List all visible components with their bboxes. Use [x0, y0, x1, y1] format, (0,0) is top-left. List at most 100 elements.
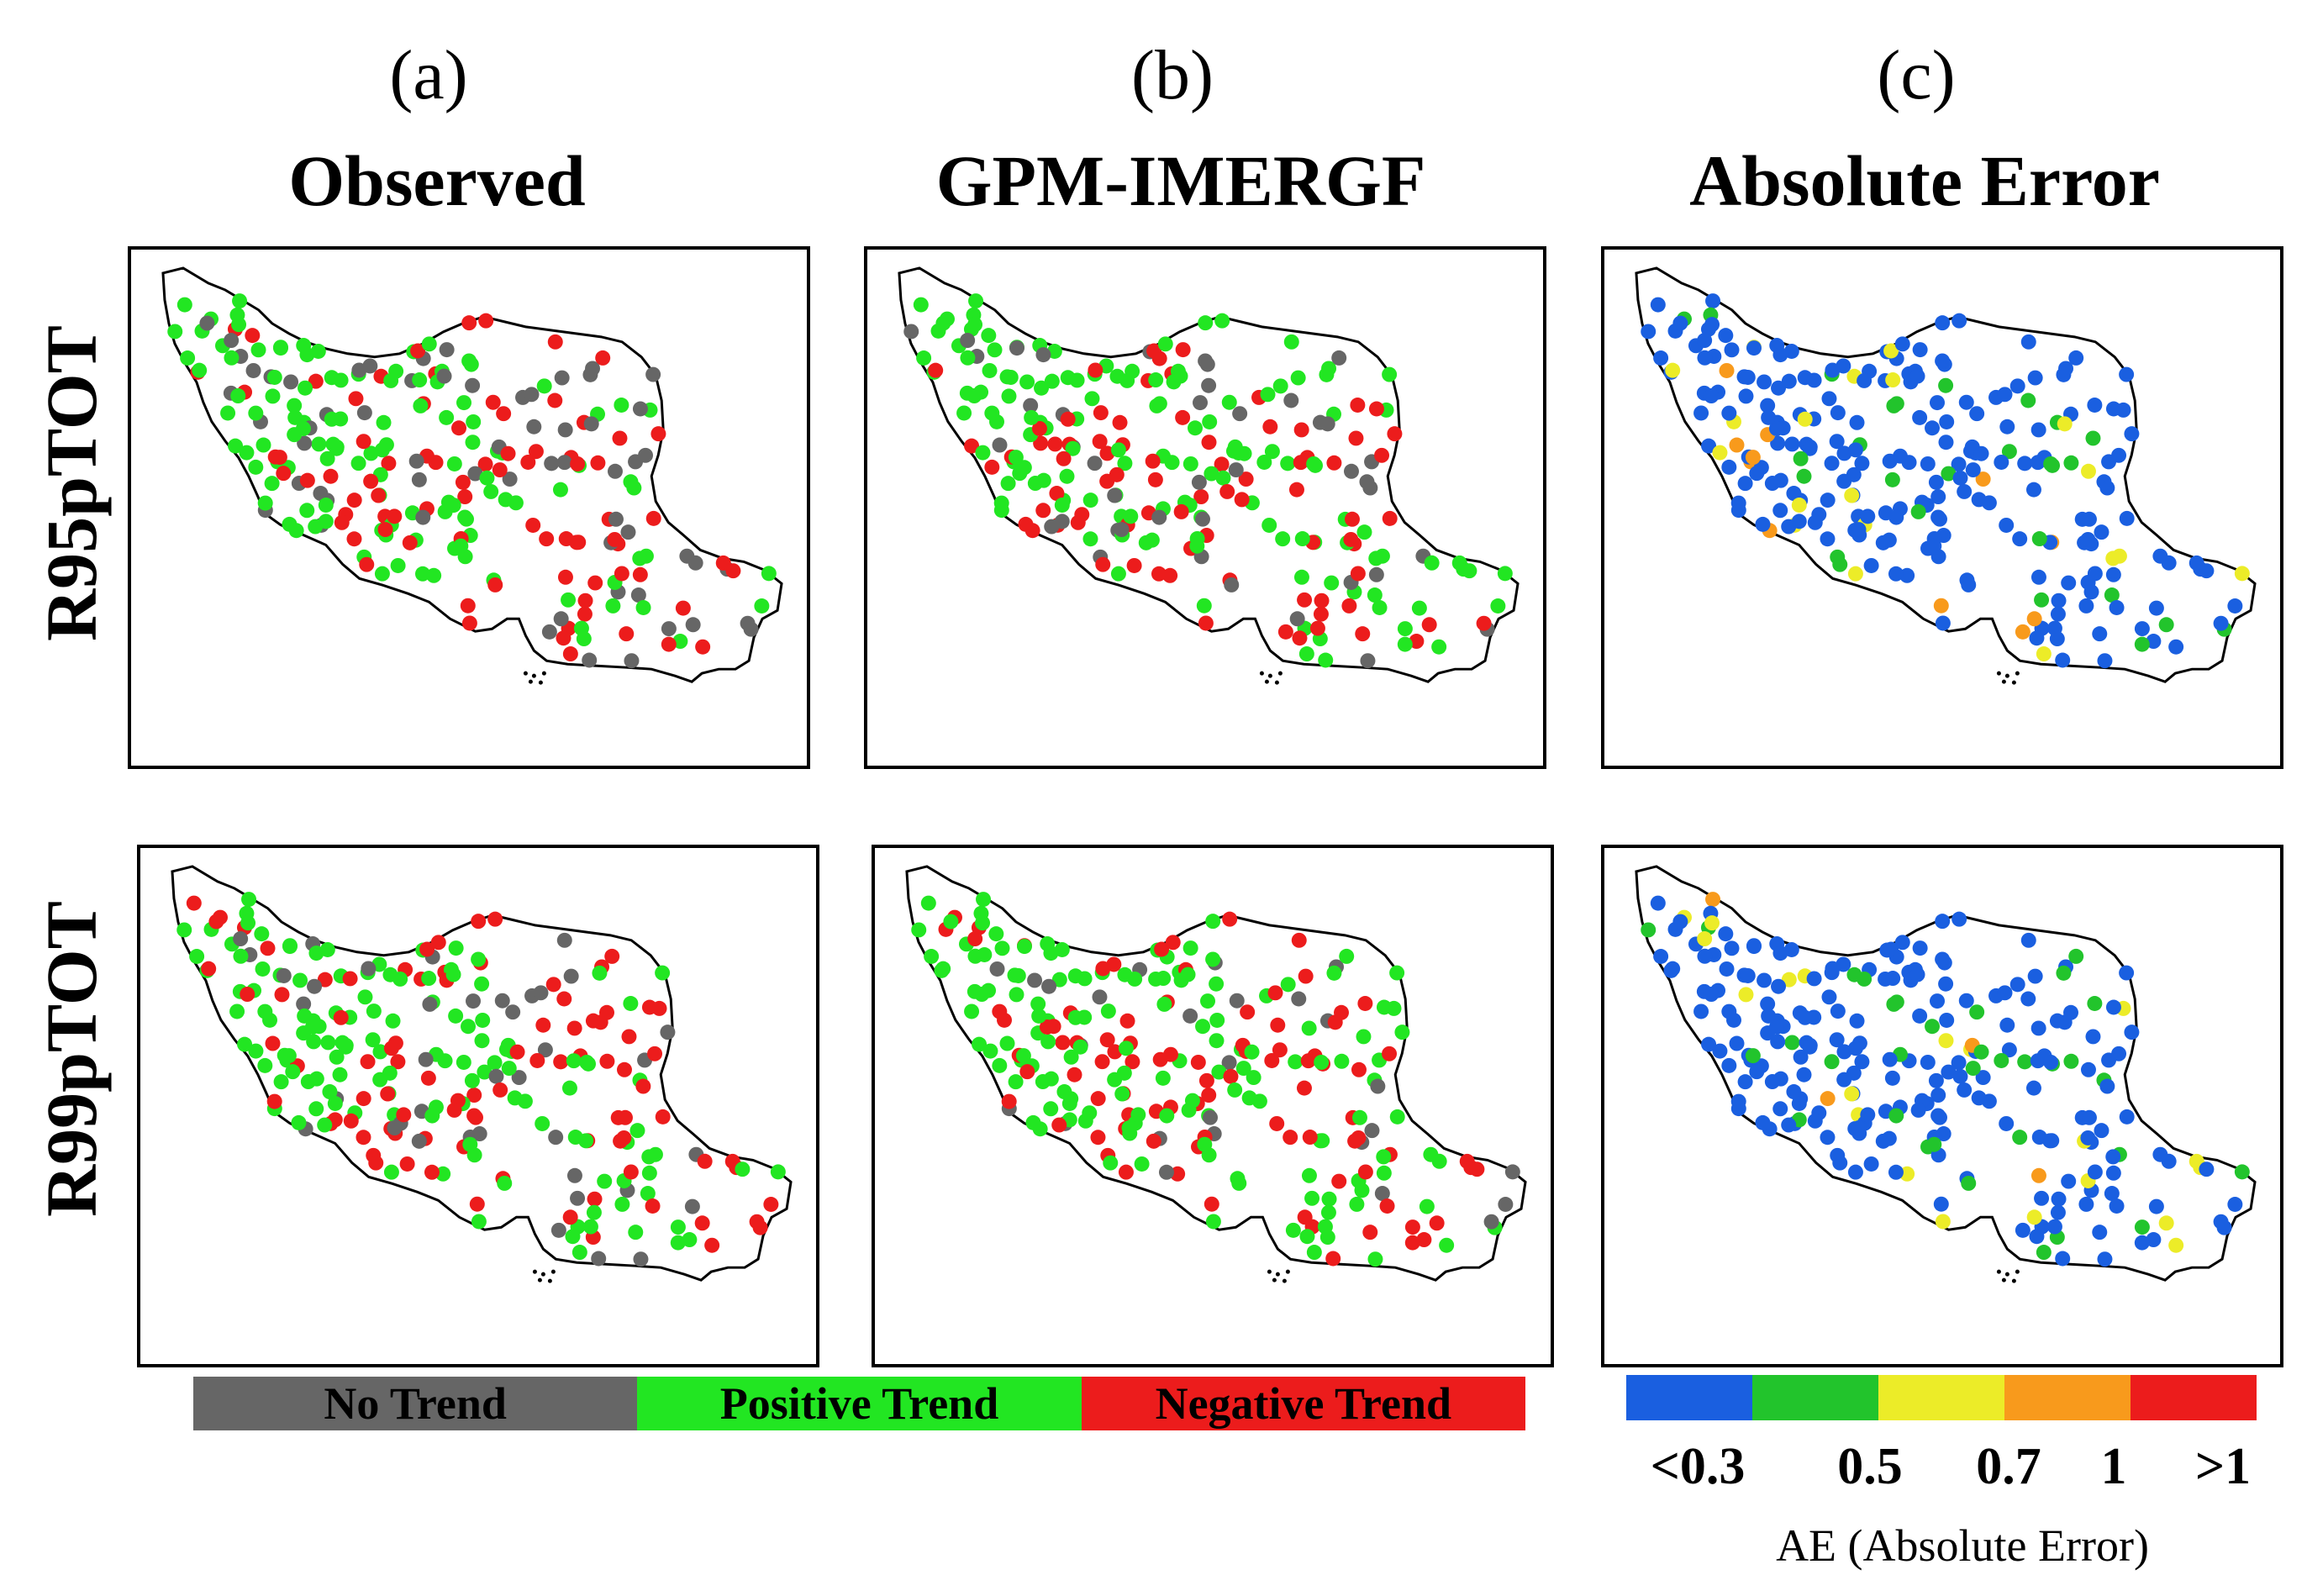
station-marker — [570, 456, 586, 471]
station-marker — [935, 315, 951, 331]
island-mark — [1285, 1269, 1290, 1274]
station-marker — [248, 459, 264, 475]
station-marker — [1926, 538, 1942, 554]
station-marker — [2099, 480, 2115, 496]
station-marker — [1830, 405, 1846, 421]
station-marker — [1847, 1164, 1863, 1180]
station-marker — [628, 1225, 644, 1240]
station-marker — [1033, 435, 1049, 451]
station-marker — [1411, 600, 1427, 616]
station-marker — [593, 1014, 608, 1030]
station-marker — [509, 1044, 525, 1060]
station-marker — [1191, 474, 1207, 490]
station-marker — [1190, 1054, 1206, 1070]
station-marker — [487, 577, 503, 593]
station-marker — [1175, 342, 1191, 358]
station-marker — [735, 1161, 751, 1177]
legend-positive-trend-label: Positive Trend — [719, 1378, 999, 1429]
station-marker — [2111, 1046, 2127, 1061]
station-marker — [479, 470, 495, 486]
station-marker — [682, 1232, 698, 1248]
station-marker — [2020, 334, 2036, 350]
station-marker — [964, 1003, 980, 1019]
station-marker — [2020, 991, 2036, 1007]
station-marker — [224, 333, 240, 349]
station-marker — [471, 951, 487, 967]
station-marker — [1189, 538, 1205, 554]
station-marker — [920, 895, 936, 911]
station-marker — [308, 1101, 324, 1117]
station-marker — [984, 405, 1000, 421]
ae-tick-5: >1 — [2194, 1438, 2252, 1495]
station-marker — [1912, 1008, 1928, 1024]
ae-swatch-5 — [2131, 1375, 2257, 1420]
station-marker — [498, 492, 514, 508]
station-marker — [566, 1167, 582, 1183]
station-marker — [1082, 531, 1098, 547]
station-marker — [1796, 468, 1812, 484]
map-panel-ae-r95 — [1601, 246, 2283, 769]
station-marker — [2099, 1078, 2115, 1094]
station-marker — [380, 1086, 396, 1102]
station-marker — [1196, 598, 1212, 614]
island-mark — [538, 680, 543, 685]
station-marker — [1055, 1035, 1071, 1051]
station-marker — [1825, 961, 1841, 977]
station-marker — [1836, 445, 1852, 461]
island-mark — [1275, 1272, 1280, 1277]
station-marker — [2148, 1198, 2164, 1214]
station-marker — [1193, 395, 1208, 411]
station-marker — [245, 328, 261, 344]
station-marker — [974, 987, 990, 1003]
station-marker — [982, 1043, 998, 1059]
station-marker — [466, 413, 482, 429]
station-marker — [661, 636, 677, 652]
station-marker — [524, 387, 540, 403]
station-marker — [1063, 1049, 1079, 1065]
station-marker — [684, 1198, 700, 1214]
station-marker — [383, 1164, 399, 1180]
station-marker — [1044, 519, 1060, 535]
station-marker — [1296, 1080, 1312, 1096]
station-marker — [1847, 442, 1863, 458]
island-mark — [2004, 1272, 2009, 1277]
station-marker — [1319, 366, 1335, 382]
station-marker — [2092, 1225, 2108, 1240]
station-marker — [487, 911, 503, 927]
station-marker — [1262, 419, 1278, 435]
map-observed-r95 — [161, 266, 783, 685]
station-marker — [2085, 430, 2101, 446]
station-marker — [239, 445, 255, 461]
station-marker — [633, 1251, 649, 1267]
station-marker — [2109, 600, 2125, 615]
station-marker — [1821, 391, 1837, 407]
station-marker — [2026, 611, 2042, 627]
station-marker — [1935, 353, 1951, 369]
station-marker — [2097, 1251, 2113, 1267]
station-marker — [2043, 456, 2059, 471]
station-marker — [1786, 1084, 1802, 1100]
station-marker — [2015, 624, 2030, 640]
station-marker — [1198, 1072, 1214, 1088]
station-marker — [1476, 615, 1492, 631]
column-letter-b: (b) — [1131, 36, 1214, 114]
station-marker — [387, 1120, 403, 1136]
station-marker — [1326, 455, 1342, 471]
station-marker — [372, 1044, 388, 1060]
station-marker — [1200, 993, 1215, 1009]
station-marker — [419, 941, 435, 957]
station-marker — [1223, 1068, 1239, 1084]
station-marker — [1404, 1219, 1420, 1235]
station-marker — [1054, 498, 1070, 513]
station-marker — [1087, 456, 1103, 471]
station-marker — [1170, 1166, 1186, 1182]
island-mark — [1272, 1277, 1277, 1283]
station-marker — [192, 362, 208, 378]
station-marker — [276, 967, 292, 983]
station-marker — [1768, 420, 1784, 436]
station-marker — [1114, 1086, 1130, 1102]
station-marker — [474, 976, 490, 992]
station-marker — [383, 372, 399, 388]
station-marker — [1796, 1067, 1812, 1082]
station-marker — [453, 538, 469, 554]
